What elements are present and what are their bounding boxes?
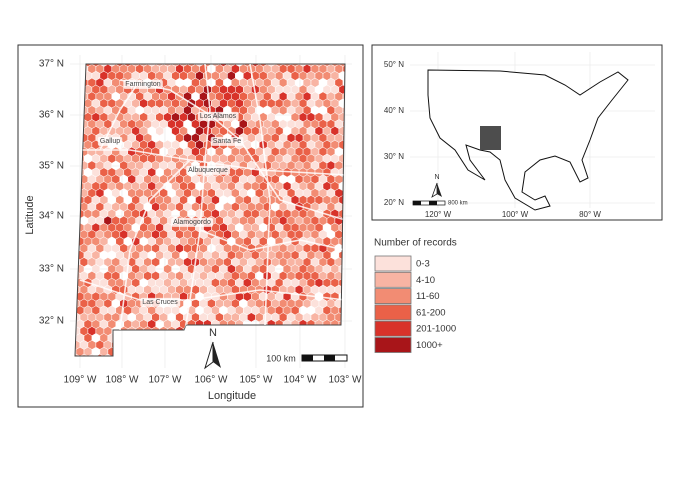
- legend-label: 4-10: [416, 275, 435, 286]
- hex-cell: [83, 346, 93, 356]
- lon-tick-label: 106° W: [195, 375, 228, 386]
- hex-cell: [247, 312, 256, 323]
- lat-tick-label: 34° N: [39, 211, 64, 222]
- hex-cell: [155, 126, 164, 136]
- lat-tick-label: 32° N: [39, 316, 64, 327]
- city-label: Alamogordo: [173, 219, 211, 226]
- city-label: Las Cruces: [142, 299, 178, 306]
- inset-country: [427, 69, 629, 211]
- hex-cell: [258, 98, 268, 109]
- city-label: Albuquerque: [188, 167, 228, 174]
- lat-tick-label: 35° N: [39, 161, 64, 172]
- inset-lon-tick-label: 100° W: [502, 210, 529, 219]
- lon-tick-label: 109° W: [64, 375, 97, 386]
- city-label-bg: [97, 136, 123, 146]
- city-label-bg: [186, 165, 230, 175]
- state-border: [74, 63, 346, 357]
- inset-scale-bar: [412, 200, 446, 206]
- city-label-bg: [171, 217, 213, 227]
- lon-tick-label: 108° W: [106, 375, 139, 386]
- legend-swatch: [374, 337, 412, 353]
- legend-label: 1000+: [416, 340, 443, 351]
- city-label: Los Alamos: [200, 113, 237, 120]
- inset-north-arrow: [431, 182, 442, 198]
- inset-scale-label: 800 km: [448, 201, 468, 207]
- legend-swatch: [374, 255, 412, 272]
- x-axis-label: Longitude: [208, 390, 256, 402]
- city-label: Gallup: [100, 138, 120, 145]
- city-label-bg: [210, 136, 244, 146]
- inset-lat-tick-label: 20° N: [384, 198, 404, 207]
- legend-swatch: [374, 320, 412, 337]
- legend-swatch: [374, 304, 412, 321]
- legend-swatch: [374, 288, 412, 305]
- legend-label: 11-60: [416, 291, 440, 302]
- y-axis-label: Latitude: [24, 195, 36, 234]
- scale-bar: [301, 354, 348, 362]
- city-label: Santa Fe: [213, 138, 242, 145]
- lat-tick-label: 37° N: [39, 59, 64, 70]
- hex-cell: [302, 298, 312, 309]
- inset-state: [480, 126, 501, 150]
- scale-label: 100 km: [266, 353, 296, 363]
- lat-tick-label: 36° N: [39, 110, 64, 121]
- legend-label: 0-3: [416, 259, 430, 270]
- hex-cell: [278, 105, 288, 116]
- inset-lat-tick-label: 40° N: [384, 106, 404, 115]
- legend-label: 61-200: [416, 307, 446, 318]
- city-labels: Farmington Los Alamos Gallup Santa Fe Albuqu…: [97, 79, 244, 307]
- lon-tick-label: 103° W: [329, 375, 362, 386]
- legend-swatch: [374, 271, 412, 288]
- lon-tick-label: 104° W: [284, 375, 317, 386]
- hex-cell: [103, 243, 113, 254]
- north-arrow: [204, 341, 221, 370]
- inset-lon-tick-label: 80° W: [579, 210, 601, 219]
- legend-label: 201-1000: [416, 324, 456, 335]
- city-label-bg: [123, 79, 163, 89]
- inset-lat-tick-label: 30° N: [384, 152, 404, 161]
- city-label: Farmington: [125, 81, 161, 88]
- inset-lon-tick-label: 120° W: [425, 210, 452, 219]
- hex-cell: [314, 98, 324, 109]
- lat-tick-label: 33° N: [39, 264, 64, 275]
- north-label: N: [209, 327, 217, 339]
- city-label-bg: [140, 297, 181, 307]
- hex-cell: [179, 70, 188, 81]
- lon-tick-label: 105° W: [240, 375, 273, 386]
- lon-tick-label: 107° W: [149, 375, 182, 386]
- city-label-bg: [197, 111, 239, 121]
- inset-lat-tick-label: 50° N: [384, 60, 404, 69]
- legend: 0-3 4-10 11-60 61-200 201-1000 1000+: [374, 255, 456, 353]
- inset-north-label: N: [434, 174, 439, 181]
- legend-title: Number of records: [374, 238, 457, 249]
- hex-cell: [223, 188, 232, 198]
